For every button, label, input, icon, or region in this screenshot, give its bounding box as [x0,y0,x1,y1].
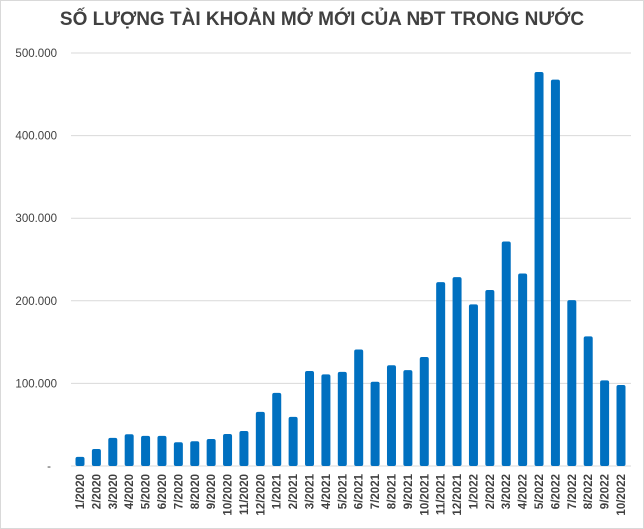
y-tick-label: 200.000 [15,296,57,308]
bar [124,434,134,466]
bar [436,282,446,466]
x-tick-label: 4/2022 [518,474,530,509]
bar [91,448,101,466]
x-tick-label: 4/2020 [124,474,136,509]
x-tick-label: 5/2020 [141,474,153,509]
x-tick-label: 3/2021 [305,473,317,509]
y-tick-label: - [47,461,51,473]
y-tick-label: 500.000 [15,48,57,60]
y-tick-label: 300.000 [15,213,57,225]
bar [518,273,528,466]
x-tick-label: 9/2022 [600,474,612,509]
x-tick-label: 8/2021 [386,473,398,509]
x-tick-label: 2/2021 [288,473,300,509]
bar [501,241,511,466]
bar [272,392,282,466]
x-tick-label: 5/2021 [337,473,349,509]
y-tick-label: 100.000 [15,378,57,390]
x-tick-label: 6/2021 [354,473,366,509]
bar [567,300,577,466]
y-tick-label: 400.000 [15,131,57,143]
bar [354,349,364,466]
x-tick-label: 2/2022 [485,474,497,509]
bar [288,416,298,466]
x-tick-label: 7/2022 [567,474,579,509]
x-tick-label: 8/2020 [190,474,202,509]
x-tick-label: 3/2020 [108,474,120,509]
x-tick-label: 9/2020 [206,474,218,509]
x-tick-label: 7/2020 [173,474,185,509]
bar [550,79,560,466]
bar [600,380,610,466]
x-tick-label: 8/2022 [583,474,595,509]
x-tick-label: 11/2020 [239,474,251,515]
x-tick-label: 2/2020 [91,474,103,509]
bar [173,442,183,466]
bar [157,435,167,466]
bar [206,438,216,466]
bar [468,304,478,466]
bar [255,411,265,466]
bar [337,371,347,466]
chart-title: SỐ LƯỢNG TÀI KHOẢN MỞ MỚI CỦA NĐT TRONG … [59,9,585,30]
x-tick-label: 3/2022 [501,474,513,509]
bar [141,435,151,466]
x-tick-label: 12/2020 [255,474,267,516]
bar [321,374,331,466]
x-tick-label: 1/2021 [272,473,284,509]
bar [239,430,249,466]
bar [223,433,233,466]
x-tick-label: 10/2022 [616,474,628,516]
x-tick-label: 1/2020 [75,474,87,509]
x-tick-label: 4/2021 [321,473,333,509]
x-tick-label: 10/2021 [419,473,431,515]
bar [485,290,495,466]
x-tick-label: 12/2021 [452,473,464,515]
x-tick-label: 1/2022 [468,474,480,509]
x-tick-label: 7/2021 [370,473,382,509]
x-tick-label: 6/2020 [157,474,169,509]
bar [190,441,200,466]
bar [583,336,593,466]
bar [534,71,544,467]
bar [403,370,413,466]
bar [108,437,118,466]
bar [386,365,396,466]
bar [616,385,626,466]
x-tick-label: 11/2021 [436,473,448,515]
x-tick-label: 5/2022 [534,474,546,509]
bar [370,381,380,466]
bar [75,456,85,466]
bar [419,356,429,466]
x-tick-label: 6/2022 [550,474,562,509]
bar [305,371,315,466]
bar [452,277,462,466]
x-tick-label: 9/2021 [403,473,415,509]
x-tick-label: 10/2020 [223,474,235,516]
